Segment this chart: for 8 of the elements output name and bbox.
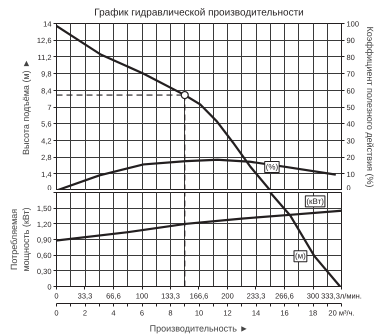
x-axis-title: Производительность ►	[150, 324, 248, 334]
chart-title: График гидравлической производительности	[94, 8, 304, 18]
y2-axis-title: Коэффициент полезного действия (%)	[365, 26, 376, 188]
y-axis-title: Потребляемая мощность (кВт)	[8, 207, 31, 272]
series-label: (м)	[295, 252, 306, 261]
series-label: (%)	[266, 162, 278, 172]
y-axis-title: Высота подъёма (м) ►	[20, 58, 31, 156]
series-label: (кВт)	[306, 196, 324, 206]
